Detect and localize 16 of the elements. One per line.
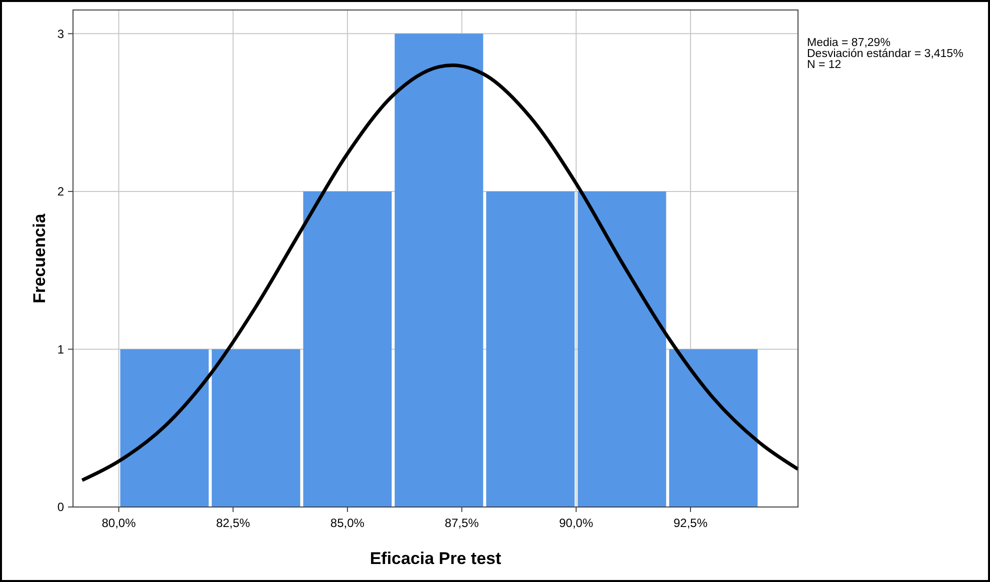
y-tick-label: 2 [57,184,64,199]
y-axis-title: Frecuencia [30,213,49,304]
line-series [80,63,800,482]
text: N = 12 [807,59,842,71]
x-tick-label: 90,0% [559,516,594,530]
y-tick-label: 0 [57,500,64,514]
x-tick-label: 92,5% [673,516,708,530]
x-tick-label: 87,5% [444,516,480,530]
text: Desviación estándar = 3,415% [807,48,964,60]
y-tick-label: 3 [57,26,64,41]
x-axis-title: Eficacia Pre test [370,549,502,568]
x-tick-label: 85,0% [330,516,365,530]
x-tick-label: 82,5% [216,516,250,530]
x-tick-label: 80,0% [102,516,136,530]
y-tick-label: 1 [57,342,64,356]
text: Media = 87,29% [807,37,890,49]
